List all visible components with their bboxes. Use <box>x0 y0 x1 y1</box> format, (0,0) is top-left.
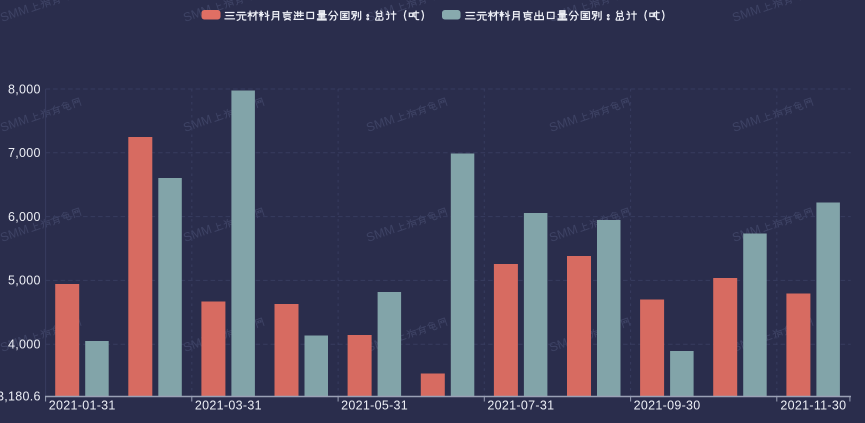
svg-text:2021-05-31: 2021-05-31 <box>341 399 408 413</box>
svg-text:2021-01-31: 2021-01-31 <box>49 399 116 413</box>
svg-text:2021-03-31: 2021-03-31 <box>195 399 262 413</box>
svg-text:6,000: 6,000 <box>8 210 41 224</box>
svg-text:3,180.6: 3,180.6 <box>0 390 41 404</box>
svg-text:2021-09-30: 2021-09-30 <box>634 399 701 413</box>
svg-text:4,000: 4,000 <box>8 338 41 352</box>
svg-text:2021-07-31: 2021-07-31 <box>487 399 554 413</box>
svg-text:8,000: 8,000 <box>8 82 41 96</box>
svg-text:2021-11-30: 2021-11-30 <box>780 399 846 413</box>
svg-text:5,000: 5,000 <box>8 274 41 288</box>
svg-text:7,000: 7,000 <box>8 146 41 160</box>
